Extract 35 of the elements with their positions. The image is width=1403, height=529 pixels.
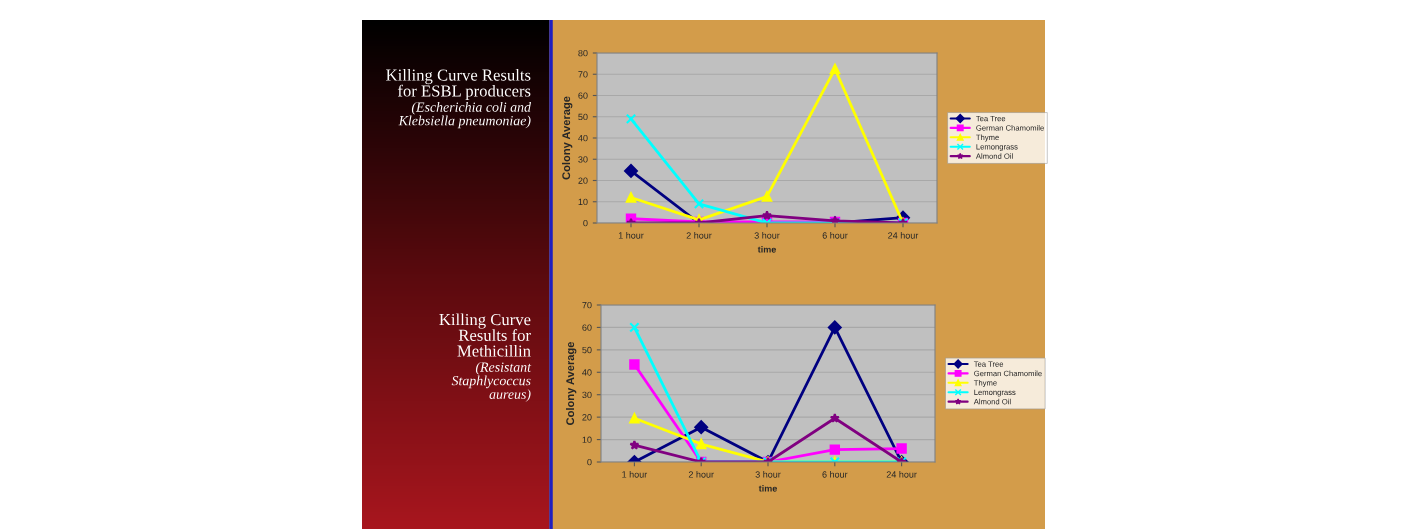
x-tick-label: 6 hour xyxy=(822,471,848,478)
x-tick-label: 2 hour xyxy=(686,232,712,239)
y-tick-label: 20 xyxy=(578,177,588,184)
y-tick-label: 30 xyxy=(578,156,588,163)
x-axis-title: time xyxy=(757,246,776,253)
y-axis-title: Colony Average xyxy=(561,96,573,180)
x-tick-label: 24 hour xyxy=(886,471,917,478)
y-tick-label: 10 xyxy=(578,198,588,206)
text: Killing Curve Results for Methicillin xyxy=(439,313,531,357)
y-tick-label: 40 xyxy=(578,134,588,142)
y-tick-label: 70 xyxy=(578,71,588,78)
y-tick-label: 0 xyxy=(587,458,592,466)
x-tick-label: 3 hour xyxy=(754,232,780,239)
y-axis-title: Colony Average xyxy=(565,342,577,425)
x-tick-label: 2 hour xyxy=(688,471,714,478)
text: (Resistant Staphlycoccus aureus) xyxy=(451,362,532,402)
y-tick-label: 10 xyxy=(582,436,592,443)
y-tick-label: 20 xyxy=(582,414,592,421)
y-tick-label: 60 xyxy=(578,92,588,99)
y-tick-label: 0 xyxy=(583,219,588,227)
y-tick-label: 60 xyxy=(582,324,592,331)
y-tick-label: 50 xyxy=(582,346,592,354)
x-axis-title: time xyxy=(758,485,777,492)
x-tick-label: 1 hour xyxy=(618,232,644,239)
y-tick-label: 30 xyxy=(582,391,592,399)
x-tick-label: 24 hour xyxy=(888,232,919,239)
x-tick-label: 6 hour xyxy=(822,232,848,239)
text: (Escherichia coli and Klebsiella pneumoniae) xyxy=(398,102,532,129)
y-tick-label: 50 xyxy=(578,113,588,121)
y-tick-label: 40 xyxy=(582,369,592,376)
text: Killing Curve Results for ESBL producers xyxy=(386,68,531,100)
x-tick-label: 1 hour xyxy=(622,471,648,478)
y-tick-label: 80 xyxy=(578,49,588,57)
y-tick-label: 70 xyxy=(582,301,592,309)
x-tick-label: 3 hour xyxy=(755,471,781,478)
